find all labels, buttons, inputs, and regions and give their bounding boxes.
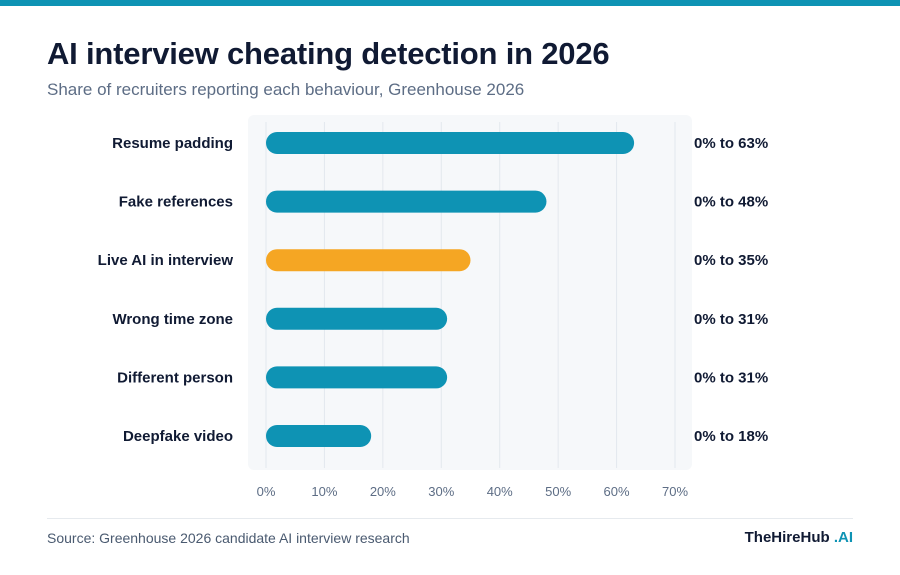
brand-logo: TheHireHub .AI: [745, 529, 853, 546]
value-label: 0% to 48%: [694, 194, 768, 211]
x-tick-label: 50%: [545, 484, 571, 499]
value-label: 0% to 18%: [694, 428, 768, 445]
x-tick-label: 20%: [370, 484, 396, 499]
category-label: Resume padding: [112, 135, 233, 152]
category-label: Fake references: [119, 194, 233, 211]
bar: [266, 190, 547, 213]
value-label: 0% to 31%: [694, 369, 768, 386]
bar: [266, 366, 448, 389]
category-label: Wrong time zone: [112, 311, 233, 328]
chart-title: AI interview cheating detection in 2026: [47, 36, 610, 71]
bar-chart: 0% 10% 20% 30% 40% 50% 60% 70% Resume padding 0% …: [98, 122, 768, 499]
value-label: 0% to 63%: [694, 135, 768, 152]
x-tick-label: 60%: [604, 484, 630, 499]
chart-subtitle: Share of recruiters reporting each behav…: [47, 80, 525, 99]
value-label: 0% to 35%: [694, 252, 768, 269]
x-tick-label: 0%: [257, 484, 276, 499]
plot-area: [248, 115, 692, 470]
category-label: Different person: [117, 369, 233, 386]
category-label: Live AI in interview: [98, 252, 234, 269]
bar: [266, 425, 372, 447]
source-note: Source: Greenhouse 2026 candidate AI int…: [47, 530, 410, 546]
brand-suffix: .AI: [833, 529, 853, 546]
bar: [266, 132, 635, 154]
value-label: 0% to 31%: [694, 311, 768, 328]
x-tick-label: 40%: [487, 484, 513, 499]
bar: [266, 249, 471, 272]
category-label: Deepfake video: [123, 428, 233, 445]
footer-divider: [47, 518, 853, 519]
brand-name: TheHireHub: [744, 529, 830, 546]
bar: [266, 307, 448, 330]
x-tick-label: 70%: [662, 484, 688, 499]
x-tick-label: 30%: [428, 484, 454, 499]
x-tick-label: 10%: [311, 484, 337, 499]
top-accent-bar: [0, 0, 900, 6]
